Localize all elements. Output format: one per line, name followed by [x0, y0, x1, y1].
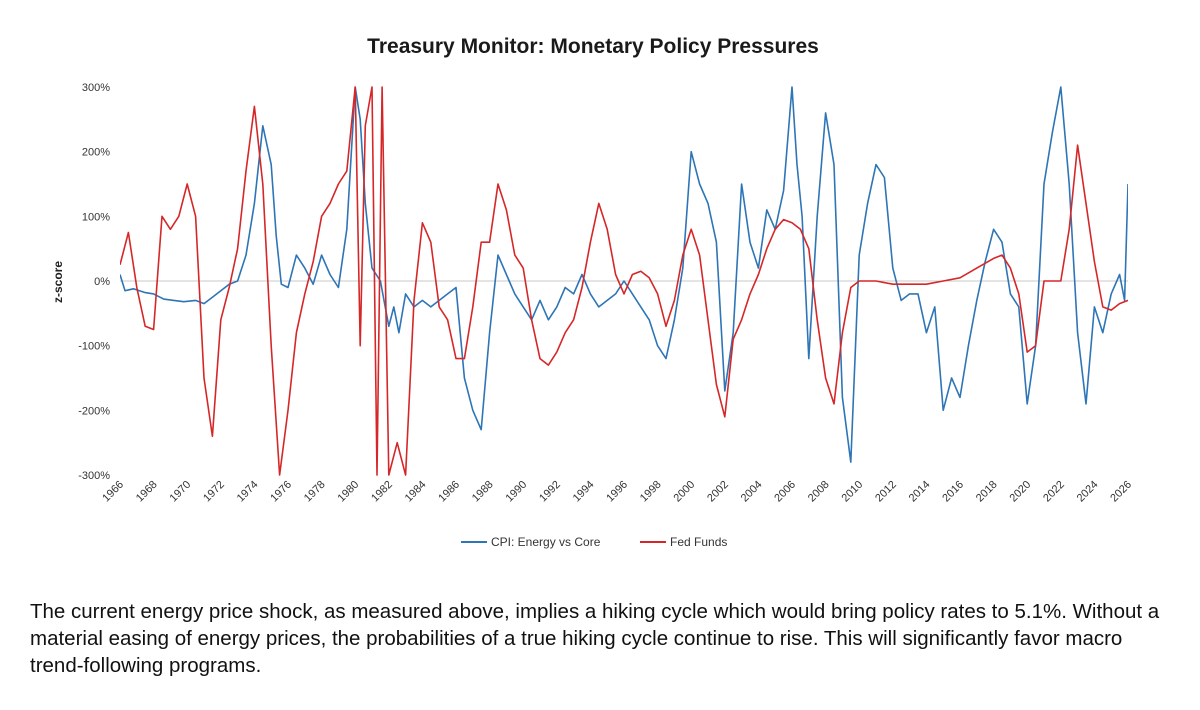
series-line-cpi-energy-vs-core: [120, 86, 1128, 463]
x-tick-label: 2014: [907, 479, 933, 505]
x-tick-label: 2020: [1008, 479, 1034, 505]
x-tick-label: 1970: [168, 479, 194, 505]
x-tick-label: 2004: [739, 479, 765, 505]
legend-label: Fed Funds: [670, 535, 727, 549]
x-tick-label: 2022: [1041, 479, 1067, 505]
x-tick-label: 1972: [201, 479, 227, 505]
x-tick-label: 2016: [940, 479, 966, 505]
x-tick-label: 1978: [302, 479, 328, 505]
x-tick-label: 1988: [470, 479, 496, 505]
chart: Treasury Monitor: Monetary Policy Pressu…: [51, 35, 1134, 549]
x-tick-label: 2006: [772, 479, 798, 505]
y-tick-label: 0%: [94, 276, 110, 288]
y-tick-label: -200%: [78, 405, 110, 417]
x-tick-label: 2010: [840, 479, 866, 505]
legend-label: CPI: Energy vs Core: [491, 535, 601, 549]
x-tick-label: 1986: [436, 479, 462, 505]
x-tick-label: 2018: [974, 479, 1000, 505]
series-layer: [120, 86, 1128, 476]
x-tick-label: 1976: [268, 479, 294, 505]
y-tick-label: -300%: [78, 470, 110, 482]
x-tick-label: 1974: [235, 479, 261, 505]
x-tick-label: 1992: [537, 479, 563, 505]
series-line-fed-funds: [120, 86, 1128, 476]
caption-text: The current energy price shock, as measu…: [30, 600, 1160, 677]
y-tick-label: 200%: [82, 147, 110, 159]
x-tick-label: 2008: [806, 479, 832, 505]
x-tick-label: 1984: [403, 479, 429, 505]
x-axis: 1966 1968 1970 1972 1974 1976 1978 1980 1982 1984…: [100, 479, 1134, 505]
legend: CPI: Energy vs Core Fed Funds: [461, 535, 727, 549]
x-tick-label: 2024: [1075, 479, 1101, 505]
x-tick-label: 2002: [705, 479, 731, 505]
x-tick-label: 1990: [504, 479, 530, 505]
chart-title: Treasury Monitor: Monetary Policy Pressu…: [367, 35, 819, 58]
x-tick-label: 2012: [873, 479, 899, 505]
x-tick-label: 1980: [336, 479, 362, 505]
x-tick-label: 2026: [1108, 479, 1134, 505]
x-tick-label: 1998: [638, 479, 664, 505]
x-tick-label: 1982: [369, 479, 395, 505]
y-axis-title: z-score: [51, 261, 65, 303]
y-tick-label: 300%: [82, 82, 110, 94]
y-axis: 300% 200% 100% 0% -100% -200% -300%: [78, 82, 110, 482]
x-tick-label: 2000: [672, 479, 698, 505]
x-tick-label: 1968: [134, 479, 160, 505]
y-tick-label: 100%: [82, 211, 110, 223]
x-tick-label: 1966: [100, 479, 126, 505]
y-tick-label: -100%: [78, 341, 110, 353]
x-tick-label: 1996: [604, 479, 630, 505]
x-tick-label: 1994: [571, 479, 597, 505]
